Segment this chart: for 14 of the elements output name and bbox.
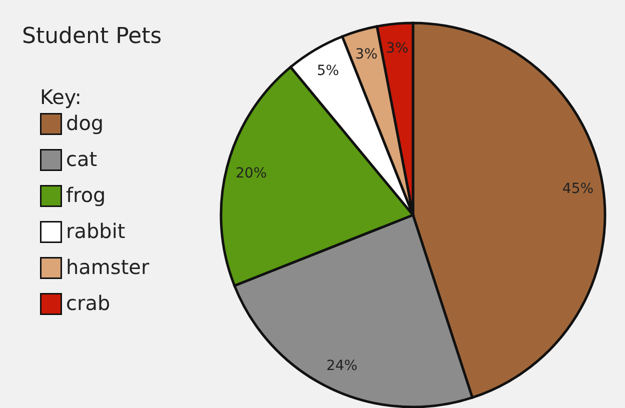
data-label: 24%	[326, 358, 358, 374]
data-label: 45%	[562, 180, 594, 197]
legend-label: frog	[66, 183, 106, 207]
data-label: 5%	[316, 63, 340, 80]
chart-title: Student Pets	[22, 24, 162, 49]
legend-label: cat	[66, 147, 98, 171]
data-label: 3%	[355, 46, 378, 63]
legend-label: dog	[66, 111, 104, 135]
data-label: 3%	[386, 40, 408, 57]
legend-label: crab	[66, 291, 110, 315]
legend-title: Key:	[40, 85, 82, 109]
legend-label: rabbit	[66, 219, 126, 243]
legend-label: hamster	[66, 255, 150, 279]
data-label: 20%	[236, 165, 267, 182]
